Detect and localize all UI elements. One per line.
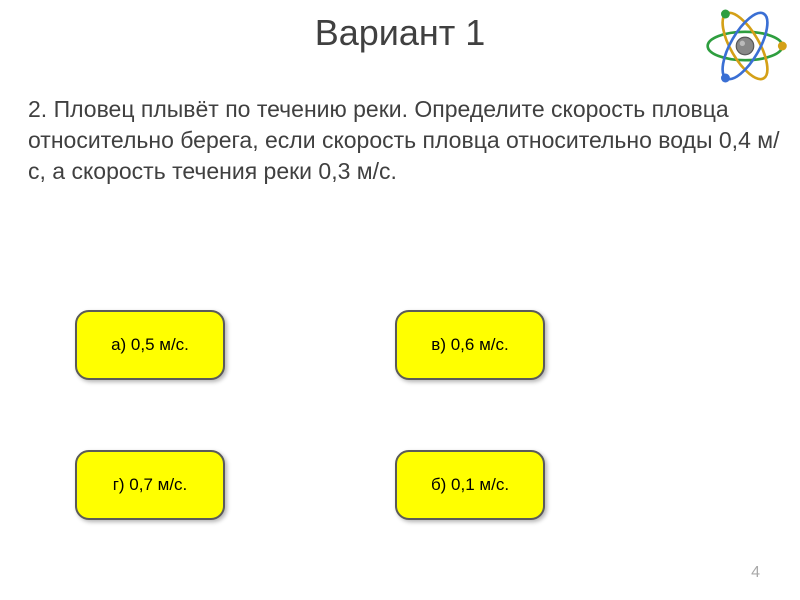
question-text: 2. Пловец плывёт по течению реки. Опреде… xyxy=(0,54,800,187)
option-a-button[interactable]: а) 0,5 м/с. xyxy=(75,310,225,380)
page-number: 4 xyxy=(751,564,760,582)
option-b-button[interactable]: б) 0,1 м/с. xyxy=(395,450,545,520)
option-b-label: б) 0,1 м/с. xyxy=(431,475,509,495)
option-a-label: а) 0,5 м/с. xyxy=(111,335,189,355)
option-g-button[interactable]: г) 0,7 м/с. xyxy=(75,450,225,520)
option-g-label: г) 0,7 м/с. xyxy=(113,475,188,495)
atom-icon xyxy=(700,6,790,86)
option-v-button[interactable]: в) 0,6 м/с. xyxy=(395,310,545,380)
option-v-label: в) 0,6 м/с. xyxy=(431,335,508,355)
page-title: Вариант 1 xyxy=(0,0,800,54)
